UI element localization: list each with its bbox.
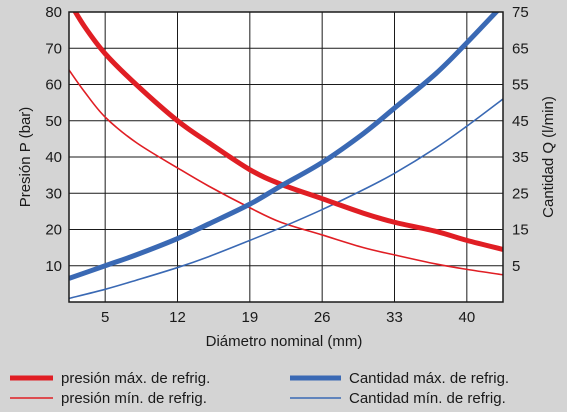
y-right-tick-25: 25 <box>512 185 529 202</box>
y-left-tick-20: 20 <box>45 222 62 239</box>
y-left-tick-30: 30 <box>45 185 62 202</box>
x-tick-33: 33 <box>386 309 403 326</box>
y-right-tick-5: 5 <box>512 258 520 275</box>
series-line-presión-máx-de-refrig <box>72 12 503 252</box>
y-right-axis-title: Cantidad Q (l/min) <box>540 96 557 218</box>
y-right-tick-55: 55 <box>512 77 529 94</box>
legend: presión máx. de refrig. presión mín. de … <box>10 370 509 407</box>
y-left-tick-40: 40 <box>45 149 62 166</box>
y-right-tick-65: 65 <box>512 40 529 57</box>
y-right-tick-35: 35 <box>512 149 529 166</box>
y-left-tick-labels: 10 20 30 40 50 60 70 80 <box>45 4 62 275</box>
y-left-tick-60: 60 <box>45 77 62 94</box>
y-left-tick-50: 50 <box>45 113 62 130</box>
legend-label-cantidad-max: Cantidad máx. de refrig. <box>349 370 509 387</box>
x-axis-title: Diámetro nominal (mm) <box>206 333 363 350</box>
y-left-tick-70: 70 <box>45 40 62 57</box>
x-tick-5: 5 <box>101 309 109 326</box>
y-left-tick-10: 10 <box>45 258 62 275</box>
x-tick-40: 40 <box>458 309 475 326</box>
series-line-cantidad-máx-de-refrig <box>69 12 500 281</box>
x-tick-12: 12 <box>169 309 186 326</box>
series-line-cantidad-mín-de-refrig <box>69 98 503 300</box>
plot-frame <box>68 11 504 303</box>
legend-label-presion-max: presión máx. de refrig. <box>61 370 210 387</box>
series-line-presión-mín-de-refrig <box>69 69 503 276</box>
y-right-tick-labels: 5 15 25 35 45 55 65 75 <box>512 4 529 275</box>
series-lines <box>69 12 503 300</box>
y-right-tick-45: 45 <box>512 113 529 130</box>
x-tick-labels: 5 12 19 26 33 40 <box>101 309 475 326</box>
x-tick-26: 26 <box>314 309 331 326</box>
y-right-tick-75: 75 <box>512 4 529 21</box>
x-tick-19: 19 <box>241 309 258 326</box>
y-left-axis-title: Presión P (bar) <box>17 107 34 208</box>
y-right-tick-15: 15 <box>512 222 529 239</box>
legend-label-presion-min: presión mín. de refrig. <box>61 390 207 407</box>
y-left-tick-80: 80 <box>45 4 62 21</box>
legend-label-cantidad-min: Cantidad mín. de refrig. <box>349 390 506 407</box>
